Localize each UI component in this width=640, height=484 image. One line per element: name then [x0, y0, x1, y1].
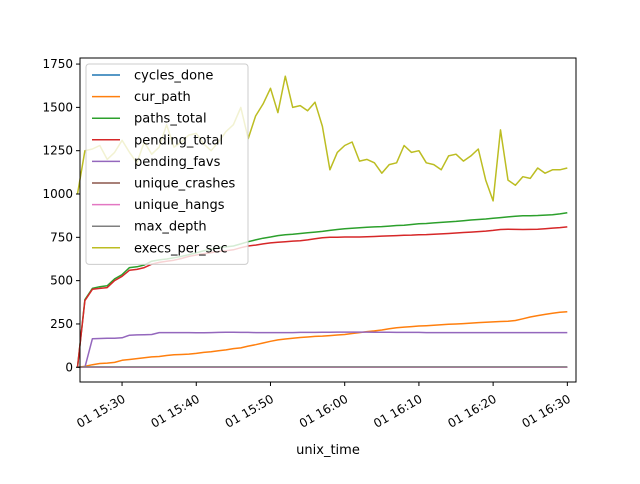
legend-label-cur-path: cur_path [134, 90, 191, 105]
legend-label-pending-total: pending_total [134, 133, 223, 148]
legend-label-cycles-done: cycles_done [134, 69, 213, 84]
legend-label-execs-per-sec: execs_per_sec [134, 241, 228, 256]
y-tick-label: 500 [50, 274, 73, 288]
legend: cycles_done cur_path paths_total pending_to… [86, 64, 248, 264]
y-tick-label: 250 [50, 317, 73, 331]
y-tick-label: 0 [65, 360, 73, 374]
y-tick-label: 1500 [42, 100, 73, 114]
y-tick-label: 750 [50, 230, 73, 244]
y-tick-label: 1000 [42, 187, 73, 201]
legend-label-unique-crashes: unique_crashes [134, 177, 236, 192]
x-axis-label: unix_time [296, 443, 360, 458]
legend-label-max-depth: max_depth [134, 220, 207, 235]
y-tick-label: 1750 [42, 57, 73, 71]
legend-label-pending-favs: pending_favs [134, 155, 221, 170]
legend-label-paths-total: paths_total [134, 112, 207, 127]
legend-label-unique-hangs: unique_hangs [134, 198, 225, 213]
y-tick-label: 1250 [42, 144, 73, 158]
